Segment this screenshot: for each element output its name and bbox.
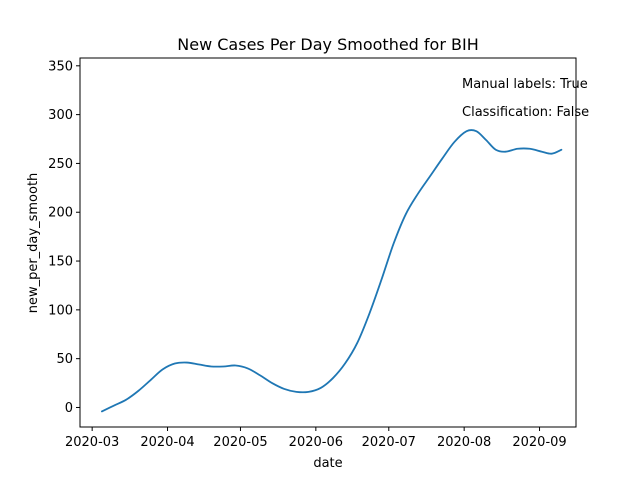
y-tick-label: 350 [48, 59, 73, 74]
x-tick-label: 2020-03 [65, 435, 119, 450]
plot-area [100, 129, 563, 413]
series-line [100, 129, 563, 413]
y-tick-label: 0 [65, 401, 73, 416]
x-axis: 2020-03 2020-04 2020-05 2020-06 2020-07 2020-… [65, 427, 567, 450]
plot-frame [79, 57, 577, 428]
y-tick-label: 250 [48, 157, 73, 172]
x-tick-label: 2020-07 [362, 435, 416, 450]
x-tick-label: 2020-09 [512, 435, 566, 450]
y-tick-label: 200 [48, 206, 73, 221]
x-axis-label: date [313, 456, 342, 471]
annotation-manual-labels: Manual labels: True [462, 77, 588, 92]
y-tick-label: 300 [48, 108, 73, 123]
x-tick-label: 2020-08 [437, 435, 491, 450]
annotation-classification: Classification: False [462, 105, 589, 120]
y-tick-label: 150 [48, 255, 73, 270]
x-tick-label: 2020-06 [289, 435, 343, 450]
y-tick-label: 50 [56, 352, 73, 367]
chart-title: New Cases Per Day Smoothed for BIH [177, 35, 478, 54]
y-axis-label: new_per_day_smooth [26, 173, 41, 314]
x-tick-label: 2020-05 [213, 435, 267, 450]
x-tick-label: 2020-04 [140, 435, 194, 450]
y-tick-label: 100 [48, 303, 73, 318]
y-axis: 0 50 100 150 200 250 300 350 [48, 59, 80, 416]
